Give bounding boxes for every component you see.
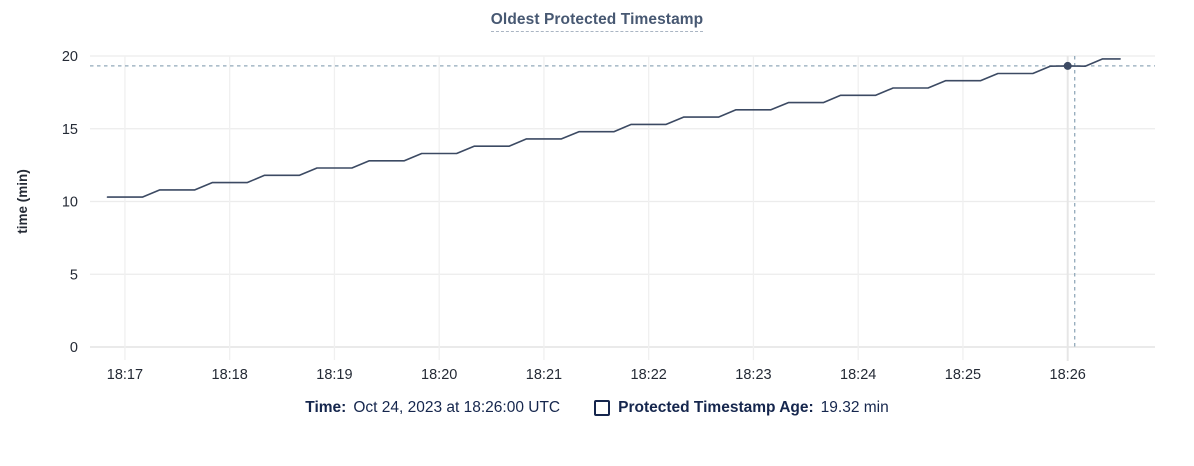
- legend-time-label: Time:: [305, 399, 347, 416]
- legend-series-value: 19.32 min: [820, 399, 889, 416]
- x-tick-label: 18:25: [945, 367, 981, 383]
- hover-point: [1063, 61, 1072, 70]
- x-tick-label: 18:22: [631, 367, 667, 383]
- x-tick-label: 18:17: [107, 367, 143, 383]
- y-tick-label: 20: [62, 49, 78, 65]
- x-tick-label: 18:18: [212, 367, 248, 383]
- y-tick-label: 15: [62, 122, 78, 138]
- x-tick-label: 18:19: [316, 367, 352, 383]
- chart-canvas[interactable]: 0 5 10 15 20 18:17 18:18 18:19 18:20 18:21 18:22 18…: [0, 39, 1194, 387]
- legend-time-value: Oct 24, 2023 at 18:26:00 UTC: [353, 399, 561, 416]
- y-tick-label: 10: [62, 195, 78, 211]
- y-tick-label: 5: [70, 267, 78, 283]
- y-tick-label: 0: [70, 340, 78, 356]
- series-checkbox-icon[interactable]: [594, 400, 611, 416]
- chart-title[interactable]: Oldest Protected Timestamp: [490, 11, 704, 32]
- chart-legend: Time: Oct 24, 2023 at 18:26:00 UTC Prote…: [0, 399, 1194, 417]
- x-tick-label: 18:23: [735, 367, 771, 383]
- series-line: [106, 58, 1121, 198]
- x-tick-label: 18:21: [526, 367, 562, 383]
- legend-time: Time: Oct 24, 2023 at 18:26:00 UTC: [305, 399, 560, 417]
- x-tick-label: 18:20: [421, 367, 457, 383]
- x-tick-label: 18:26: [1050, 367, 1086, 383]
- y-axis-title: time (min): [15, 169, 30, 234]
- legend-series-toggle[interactable]: Protected Timestamp Age: 19.32 min: [594, 399, 889, 417]
- chart-header: Oldest Protected Timestamp: [0, 0, 1194, 37]
- legend-series-label: Protected Timestamp Age:: [618, 399, 814, 416]
- x-tick-label: 18:24: [840, 367, 876, 383]
